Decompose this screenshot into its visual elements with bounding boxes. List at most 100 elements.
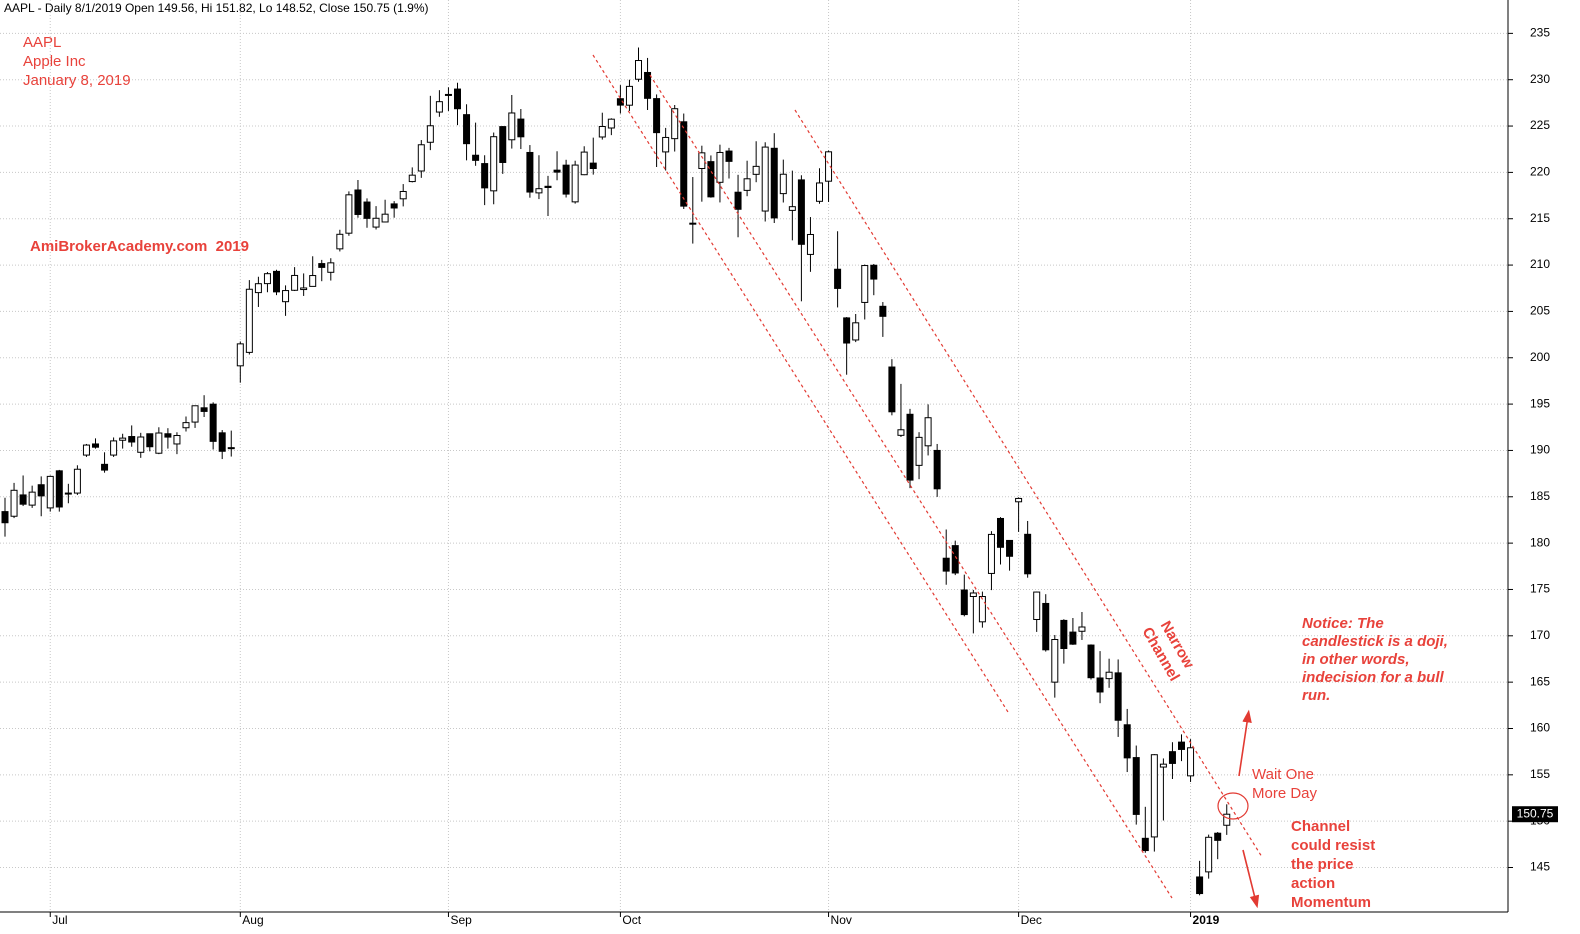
candle-body: [1096, 677, 1104, 693]
candle-body: [1060, 619, 1068, 650]
candle-body: [381, 213, 389, 223]
candle-body: [119, 437, 127, 441]
channel-line: [592, 54, 1009, 713]
y-tick-label: 215: [1530, 211, 1550, 225]
candle-body: [155, 432, 163, 454]
channel-label: Narrow Channel: [1139, 618, 1198, 684]
candle-body: [1214, 832, 1222, 841]
candle-body: [644, 71, 652, 99]
candle-body: [345, 194, 353, 234]
notice-line: in other words,: [1302, 651, 1410, 668]
candle-body: [1006, 539, 1014, 557]
candle-body: [725, 150, 733, 162]
candle-body: [273, 270, 280, 293]
candle-body: [607, 118, 615, 129]
candle-body: [291, 274, 299, 291]
y-tick-label: 190: [1530, 443, 1550, 457]
candle-body: [1051, 639, 1059, 683]
candle-body: [779, 173, 787, 195]
candle-body: [254, 283, 262, 294]
y-tick-label: 170: [1530, 628, 1550, 642]
candle-body: [806, 233, 814, 255]
y-tick-label: 225: [1530, 118, 1550, 132]
candle-body: [463, 114, 471, 145]
y-tick-label: 205: [1530, 304, 1550, 318]
candle-body: [417, 144, 425, 172]
x-tick-label: 2019: [1193, 913, 1220, 927]
notice-line: Notice: The: [1302, 615, 1384, 632]
resist-line: could resist: [1291, 837, 1375, 854]
candle-body: [10, 489, 18, 517]
candle-body: [508, 112, 516, 141]
candle-body: [55, 470, 63, 508]
candle-body: [743, 178, 751, 191]
candle-body: [110, 440, 118, 456]
candle-body: [92, 443, 99, 448]
resist-line: the price: [1291, 856, 1354, 873]
candle-body: [1168, 751, 1176, 764]
candle-body: [218, 432, 226, 452]
candle-body: [978, 596, 986, 623]
candle-body: [372, 217, 380, 228]
candle-body: [245, 288, 253, 353]
wait-line: Wait One: [1252, 766, 1314, 783]
candle-body: [924, 417, 932, 447]
candle-body: [481, 163, 489, 189]
y-tick-label: 200: [1530, 350, 1550, 364]
candle-body: [861, 265, 869, 303]
candle-body: [879, 305, 887, 317]
candle-body: [1069, 631, 1077, 645]
candle-body: [797, 179, 805, 245]
candle-body: [852, 322, 860, 341]
candle-body: [454, 88, 461, 110]
candle-body: [535, 188, 543, 194]
candle-body: [490, 136, 498, 192]
candle-body: [227, 447, 235, 450]
candle-body: [182, 422, 190, 429]
candle-body: [960, 589, 968, 616]
y-tick-label: 235: [1530, 26, 1550, 40]
candle-body: [888, 366, 896, 413]
candle-body: [770, 147, 778, 219]
y-tick-label: 230: [1530, 72, 1550, 86]
candle-body: [734, 191, 742, 210]
candle-body: [1114, 672, 1122, 721]
candle-body: [318, 263, 326, 268]
candle-body: [499, 126, 507, 163]
candle-body: [1015, 497, 1023, 503]
candle-body: [28, 491, 36, 506]
candle-body: [707, 161, 715, 198]
doji-circle: [1217, 792, 1249, 820]
candle-body: [1042, 602, 1050, 651]
candle-body: [200, 407, 208, 412]
candle-body: [363, 201, 371, 219]
candle-body: [662, 136, 670, 153]
chart-title: AAPL - Daily 8/1/2019 Open 149.56, Hi 15…: [4, 1, 429, 15]
x-tick-label: Dec: [1021, 913, 1042, 927]
candle-body: [816, 182, 823, 202]
candle-body: [969, 592, 977, 598]
y-tick-label: 165: [1530, 674, 1550, 688]
candle-body: [282, 290, 290, 303]
y-tick-label: 145: [1530, 860, 1550, 874]
candle-body: [671, 108, 679, 140]
candle-body: [571, 164, 579, 203]
candle-body: [653, 98, 661, 134]
y-tick-label: 155: [1530, 767, 1550, 781]
candle-body: [128, 436, 136, 443]
candle-body: [82, 444, 90, 456]
notice-line: run.: [1302, 687, 1330, 704]
candle-body: [1178, 741, 1185, 750]
candle-body: [897, 429, 905, 436]
candle-body: [1087, 644, 1095, 679]
candle-body: [589, 162, 597, 169]
x-tick-label: Jul: [52, 913, 67, 927]
symbol: AAPL: [23, 34, 61, 51]
candle-body: [236, 343, 244, 367]
candle-body: [1033, 591, 1041, 620]
candle-body: [680, 121, 688, 207]
candle-body: [390, 203, 398, 209]
y-tick-label: 160: [1530, 721, 1550, 735]
x-tick-label: Nov: [831, 913, 852, 927]
